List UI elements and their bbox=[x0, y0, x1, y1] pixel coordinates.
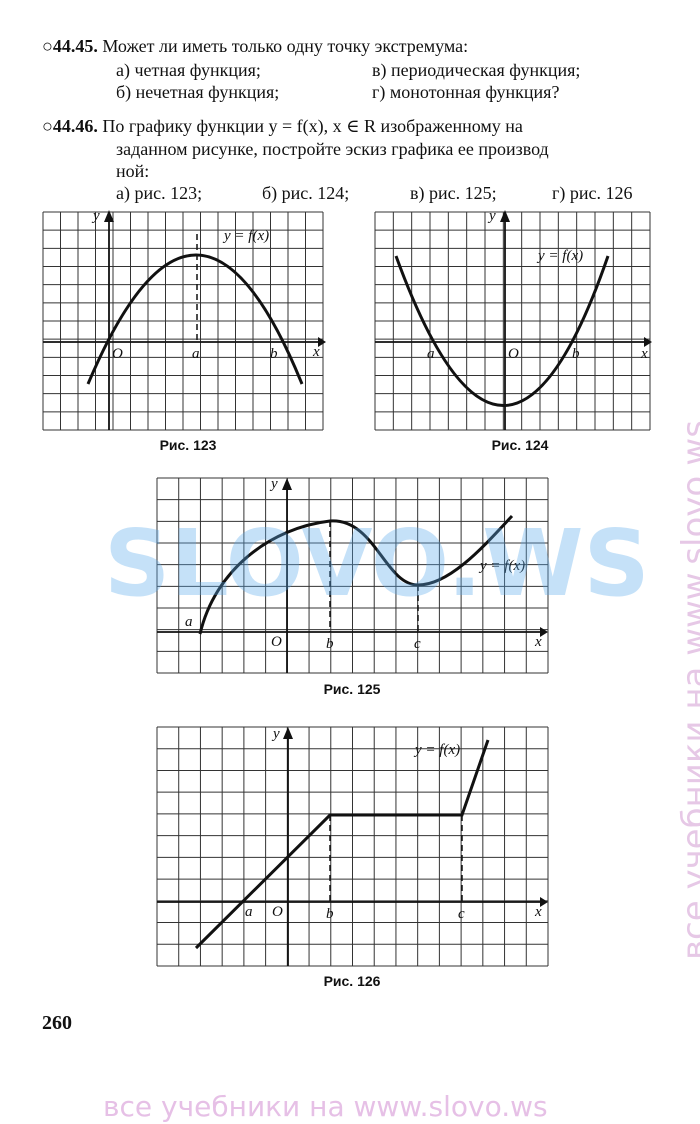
watermark: все учебники на www.slovo.ws bbox=[675, 420, 700, 960]
problem-text: ной: bbox=[116, 161, 150, 181]
label: x bbox=[534, 904, 542, 920]
caption: Рис. 123 bbox=[160, 437, 217, 453]
label: O bbox=[508, 346, 519, 362]
curve bbox=[198, 514, 514, 635]
label: b bbox=[326, 906, 334, 922]
label: O bbox=[112, 346, 123, 362]
watermark: SLOVO.WS bbox=[104, 510, 650, 617]
label: a bbox=[427, 346, 435, 362]
caption: Рис. 125 bbox=[324, 681, 381, 697]
label: y = f(x) bbox=[222, 228, 269, 244]
label: O bbox=[271, 634, 282, 650]
option: а) рис. 123; bbox=[116, 183, 203, 203]
label: y = f(x) bbox=[536, 248, 583, 264]
curve bbox=[86, 253, 304, 385]
label: a bbox=[185, 614, 193, 630]
caption: Рис. 124 bbox=[492, 437, 549, 453]
label: a bbox=[245, 904, 253, 920]
problem-text: заданном рисунке, постройте эскиз график… bbox=[116, 139, 549, 159]
label: y bbox=[487, 208, 496, 224]
label: c bbox=[414, 636, 421, 652]
option: в) периодическая функция; bbox=[372, 60, 581, 80]
option: б) рис. 124; bbox=[262, 183, 350, 203]
problem: ○44.46. По графику функции y = f(x), x ∈… bbox=[42, 116, 523, 137]
option: г) рис. 126 bbox=[552, 183, 633, 203]
problem: ○44.45. Может ли иметь только одну точку… bbox=[42, 36, 468, 57]
problem-number: ○44.46. bbox=[42, 116, 98, 136]
label: x bbox=[640, 346, 648, 362]
label: y = f(x) bbox=[413, 742, 460, 758]
label: O bbox=[272, 904, 283, 920]
label: y bbox=[269, 476, 278, 492]
caption: Рис. 126 bbox=[324, 973, 381, 989]
label: c bbox=[458, 906, 465, 922]
problem-number: ○44.45. bbox=[42, 36, 98, 56]
option: б) нечетная функция; bbox=[116, 82, 280, 102]
problem-text: По графику функции y = f(x), x ∈ R изобр… bbox=[102, 116, 523, 136]
label: y bbox=[271, 726, 280, 742]
label: x bbox=[534, 634, 542, 650]
grids bbox=[42, 211, 651, 967]
curve bbox=[194, 739, 490, 950]
label: x bbox=[312, 344, 320, 360]
label: a bbox=[192, 346, 200, 362]
problem-text: Может ли иметь только одну точку экстрем… bbox=[102, 36, 469, 56]
label: b bbox=[326, 636, 334, 652]
curve bbox=[394, 255, 610, 407]
page-number: 260 bbox=[42, 1012, 72, 1034]
label: b bbox=[270, 346, 278, 362]
option: г) монотонная функция? bbox=[372, 82, 560, 102]
label: y bbox=[91, 208, 100, 224]
label: b bbox=[572, 346, 580, 362]
option: а) четная функция; bbox=[116, 60, 261, 80]
label: y = f(x) bbox=[478, 558, 525, 574]
watermark: все учебники на www.slovo.ws bbox=[103, 1090, 548, 1123]
option: в) рис. 125; bbox=[410, 183, 497, 203]
